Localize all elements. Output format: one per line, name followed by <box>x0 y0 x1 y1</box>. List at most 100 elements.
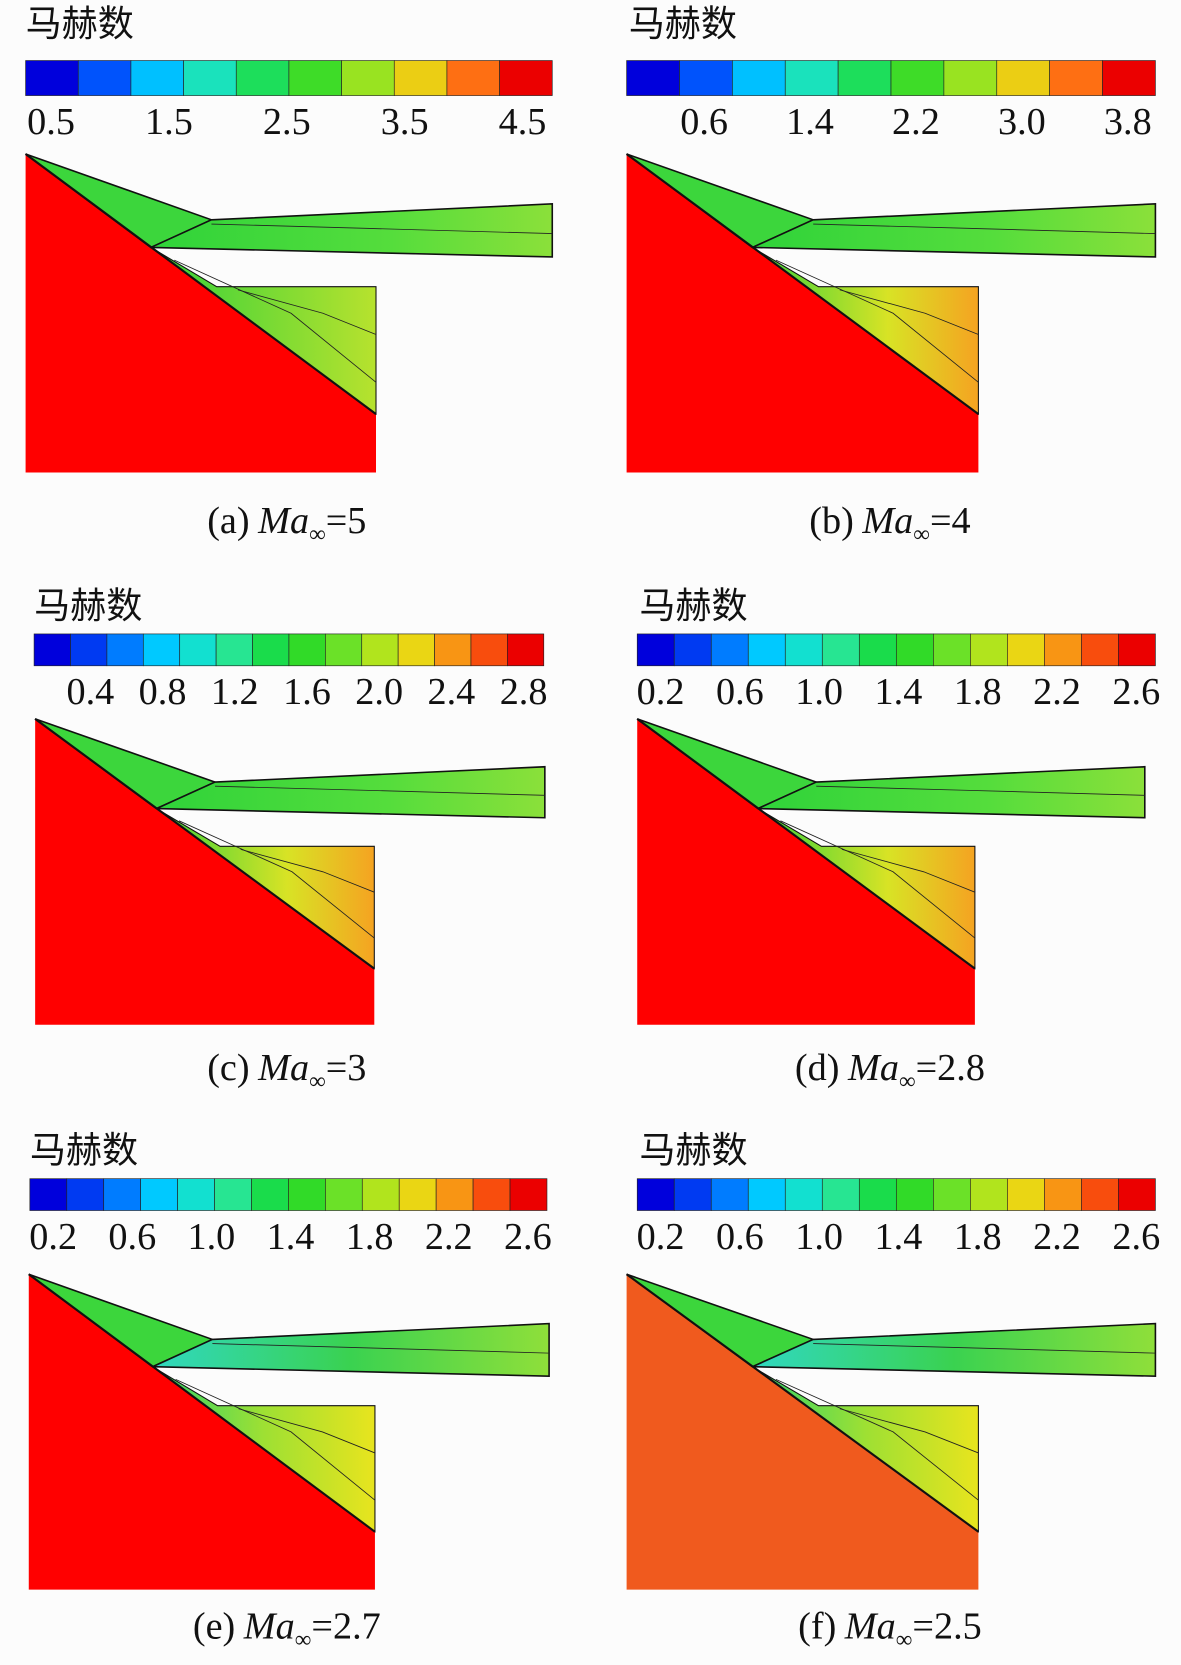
colorbar-segment <box>970 1178 1008 1211</box>
colorbar-segment <box>66 1178 105 1211</box>
colorbar-segment <box>837 60 892 96</box>
colorbar-tick-label: 1.4 <box>786 101 834 143</box>
colorbar-segment <box>636 633 675 667</box>
colorbar-tick-label: 2.0 <box>355 671 403 713</box>
colorbar-segment <box>214 1178 252 1211</box>
colorbar-tick-label: 2.8 <box>500 671 548 713</box>
contour-plot <box>625 1273 1157 1590</box>
duct-region <box>156 765 546 819</box>
colorbar-segment <box>784 1178 823 1211</box>
colorbar-tick-label: 1.2 <box>211 671 259 713</box>
caption-value: =4 <box>930 500 971 542</box>
ramp-region <box>35 718 375 1025</box>
contour-line <box>212 1343 550 1354</box>
colorbar-segment <box>710 1178 749 1211</box>
colorbar-segment <box>858 633 897 667</box>
colorbar-tick-label: 3.5 <box>381 101 429 143</box>
colorbar-segment <box>361 633 399 667</box>
colorbar-tick-label: 2.6 <box>1112 671 1160 713</box>
colorbar-segment <box>1118 1178 1156 1211</box>
contour-line <box>775 259 979 383</box>
colorbar-segment <box>1007 1178 1045 1211</box>
caption-label: (a) <box>207 500 249 542</box>
panel: 马赫数 0.2 0.6 1.0 1.4 1.8 2.2 2.6 (f) Ma∞=2.5 <box>625 1129 1160 1653</box>
colorbar-segment <box>177 1178 215 1211</box>
colorbar-segment <box>509 1178 548 1211</box>
contour-plot <box>625 153 1157 473</box>
panel: 马赫数 0.4 0.8 1.2 1.6 2.0 2.4 2.8 (c) Ma∞=3 <box>33 584 548 1094</box>
colorbar-segment <box>1049 60 1103 96</box>
colorbar-segment <box>858 1178 897 1211</box>
contour-plot <box>28 1273 550 1590</box>
colorbar-title: 马赫数 <box>639 1129 747 1172</box>
colorbar-segment <box>732 60 786 96</box>
ramp-surface <box>636 718 976 970</box>
duct-region <box>150 203 554 258</box>
caption-subscript: ∞ <box>309 522 326 548</box>
colorbar-segment <box>636 1178 675 1211</box>
colorbar-segment <box>435 1178 474 1211</box>
colorbar-tick-label: 1.6 <box>283 671 331 713</box>
colorbar-title: 马赫数 <box>30 1129 138 1172</box>
colorbar-segment <box>252 633 290 667</box>
caption-label: (e) <box>193 1605 235 1647</box>
caption-symbol: Ma <box>257 1047 309 1089</box>
colorbar-segment <box>710 633 749 667</box>
colorbar-segment <box>895 1178 934 1211</box>
colorbar-segment <box>341 60 395 96</box>
ramp-surface <box>625 153 980 415</box>
colorbar-segment <box>179 633 217 667</box>
colorbar-tick-label: 0.5 <box>27 101 75 143</box>
colorbar-segment <box>784 633 823 667</box>
colorbar-segment <box>499 60 553 96</box>
colorbar-segment <box>747 633 786 667</box>
colorbar-tick-label: 0.2 <box>637 1216 685 1258</box>
colorbar-tick-label: 2.5 <box>263 101 311 143</box>
colorbar-segment <box>29 1178 68 1211</box>
colorbar-tick-label: 1.4 <box>875 671 923 713</box>
colorbar-segment <box>325 1178 363 1211</box>
colorbar-segment <box>1007 633 1045 667</box>
caption: (c) Ma∞=3 <box>207 1047 366 1094</box>
colorbar-title: 马赫数 <box>639 584 747 627</box>
colorbar-segment <box>130 60 184 96</box>
contour-line <box>839 289 979 335</box>
caption-subscript: ∞ <box>899 1068 916 1094</box>
colorbar-tick-label: 3.0 <box>998 101 1046 143</box>
contour-plot <box>24 153 554 473</box>
ramp-region <box>25 153 377 473</box>
contour-line <box>780 820 976 939</box>
colorbar-segment <box>784 60 839 96</box>
caption-label: (b) <box>809 500 854 542</box>
colorbar-tick-label: 0.2 <box>637 671 685 713</box>
colorbar-tick-label: 1.8 <box>346 1216 394 1258</box>
colorbar-tick-label: 0.6 <box>108 1216 156 1258</box>
colorbar-tick-label: 1.0 <box>795 1216 843 1258</box>
colorbar-tick-label: 2.2 <box>892 101 940 143</box>
ramp-surface <box>34 718 375 970</box>
contour-line <box>211 223 553 235</box>
ramp-surface <box>28 1273 376 1533</box>
caption-value: =2.8 <box>916 1047 985 1089</box>
colorbar-title: 马赫数 <box>629 2 737 45</box>
caption: (b) Ma∞=4 <box>809 500 970 547</box>
colorbar-segment <box>325 633 363 667</box>
colorbar-segment <box>288 633 326 667</box>
colorbar-segment <box>288 1178 326 1211</box>
colorbar-segment <box>77 60 132 96</box>
colorbar-segment <box>1081 1178 1119 1211</box>
panel: 马赫数 0.2 0.6 1.0 1.4 1.8 2.2 2.6 (e) Ma∞=2.7 <box>28 1129 552 1653</box>
contour-line <box>238 1408 376 1454</box>
colorbar-tick-label: 1.4 <box>875 1216 923 1258</box>
colorbar-tick-label: 1.5 <box>145 101 193 143</box>
duct-region <box>752 203 1157 258</box>
contour-line <box>237 289 377 335</box>
contour-line <box>841 848 976 893</box>
colorbar-segment <box>507 633 545 667</box>
duct-region <box>152 1322 550 1377</box>
caption: (e) Ma∞=2.7 <box>193 1605 381 1652</box>
colorbar-segment <box>943 60 998 96</box>
colorbar-segment <box>140 1178 178 1211</box>
colorbar-segment <box>215 633 253 667</box>
